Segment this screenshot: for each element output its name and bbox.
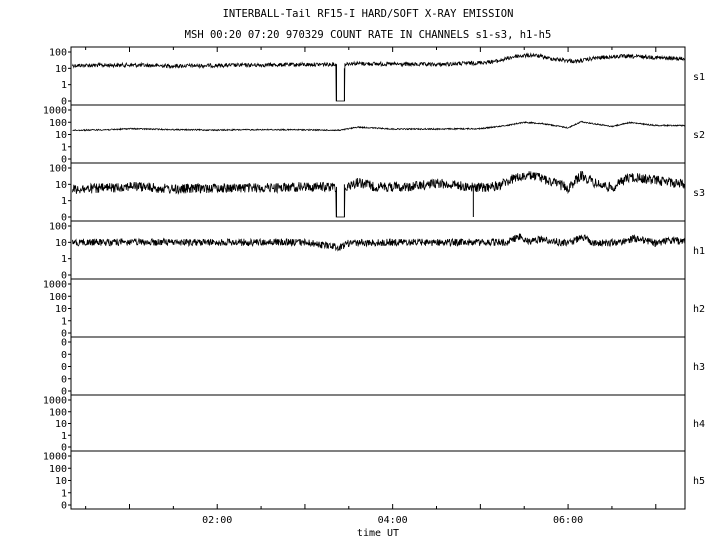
panels-group: 1001010s110001001010s21001010s31001010h1… <box>43 46 705 512</box>
y-tick-label: 10 <box>55 180 67 191</box>
x-tick-label: 04:00 <box>378 515 408 526</box>
y-tick-label: 100 <box>49 222 67 233</box>
x-tick-label: 06:00 <box>553 515 583 526</box>
y-tick-label: 1000 <box>43 280 67 291</box>
y-tick-label: 100 <box>49 464 67 475</box>
y-tick-label: 0 <box>61 329 67 340</box>
y-tick-label: 100 <box>49 48 67 59</box>
y-tick-label: 100 <box>49 118 67 129</box>
y-tick-label: 1 <box>61 488 67 499</box>
y-tick-label: 0 <box>61 97 67 108</box>
y-tick-label: 0 <box>61 443 67 454</box>
y-tick-label: 10 <box>55 238 67 249</box>
x-tick-label: 02:00 <box>202 515 232 526</box>
channel-label: s3 <box>693 188 705 199</box>
channel-label: h3 <box>693 362 705 373</box>
y-tick-label: 1 <box>61 80 67 91</box>
x-axis: 02:00 04:00 06:00 <box>85 47 657 526</box>
y-tick-label: 10 <box>55 304 67 315</box>
y-tick-label: 0 <box>61 338 67 349</box>
y-tick-label: 10 <box>55 130 67 141</box>
y-tick-label: 0 <box>61 501 67 512</box>
y-tick-label: 0 <box>61 271 67 282</box>
channel-label: s1 <box>693 72 705 83</box>
y-tick-label: 0 <box>61 374 67 385</box>
y-tick-label: 10 <box>55 419 67 430</box>
y-tick-label: 100 <box>49 407 67 418</box>
y-tick-label: 10 <box>55 64 67 75</box>
y-tick-label: 1000 <box>43 106 67 117</box>
channel-label: h4 <box>693 419 705 430</box>
y-tick-label: 0 <box>61 155 67 166</box>
y-tick-label: 0 <box>61 213 67 224</box>
series-h1 <box>72 233 686 252</box>
plot-frame <box>70 46 686 510</box>
y-tick-label: 0 <box>61 350 67 361</box>
y-tick-label: 0 <box>61 387 67 398</box>
chart-subtitle: MSH 00:20 07:20 970329 COUNT RATE IN CHA… <box>185 29 552 41</box>
series-s2 <box>72 120 685 132</box>
x-axis-label: time UT <box>357 528 399 539</box>
chart-title: INTERBALL-Tail RF15-I HARD/SOFT X-RAY EM… <box>223 8 514 20</box>
y-tick-label: 0 <box>61 362 67 373</box>
y-tick-label: 1 <box>61 316 67 327</box>
channel-label: h1 <box>693 246 705 257</box>
y-tick-label: 100 <box>49 164 67 175</box>
y-tick-label: 10 <box>55 476 67 487</box>
y-tick-label: 1000 <box>43 452 67 463</box>
channel-label: h2 <box>693 304 705 315</box>
y-tick-label: 1 <box>61 142 67 153</box>
y-tick-label: 1000 <box>43 396 67 407</box>
y-tick-label: 1 <box>61 196 67 207</box>
series-s3 <box>72 170 686 218</box>
channel-label: h5 <box>693 476 705 487</box>
y-tick-label: 1 <box>61 254 67 265</box>
y-tick-label: 100 <box>49 292 67 303</box>
y-tick-label: 1 <box>61 431 67 442</box>
series-s1 <box>72 52 686 102</box>
channel-label: s2 <box>693 130 705 141</box>
